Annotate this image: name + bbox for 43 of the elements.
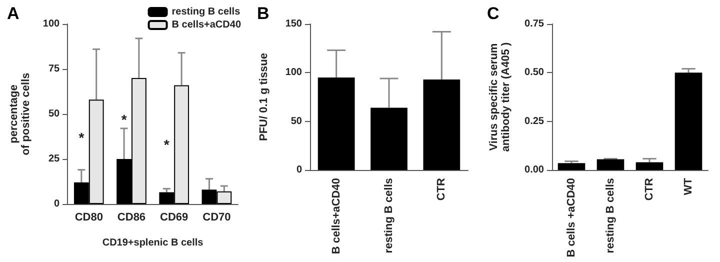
x-tick-label: CTR [644,178,656,201]
bar [370,108,408,170]
y-tick-label: 50 [48,108,60,120]
legend-label: B cells+aCD40 [172,20,242,30]
y-tick-label: 75 [48,64,60,74]
y-tick-label: 0.50 [524,67,544,78]
y-tick-label: 0 [296,164,302,176]
y-tick-label: 150 [285,18,302,30]
y-tick-label: 0.75 [524,18,544,30]
x-tick-label: CTR [436,178,448,201]
bar [423,79,460,170]
chart-title: B [257,4,270,23]
y-axis-title: percentage of positive cells [8,72,32,156]
bar [674,72,702,170]
chart-title: A [7,4,20,23]
y-tick-label: 0.00 [524,164,544,176]
y-axis-title: PFU/ 0.1 g tissue [258,52,270,142]
y-tick-label: 0 [54,198,60,210]
chart-title: C [487,4,500,23]
legend-label: resting B cells [172,6,241,18]
annotation: * [121,111,128,128]
y-tick-label: 50 [290,116,302,127]
x-axis-title: CD19+splenic B cells [102,238,204,248]
bar [318,78,355,170]
x-tick-label: CD80 [74,212,103,224]
x-tick-label: CD69 [160,212,188,224]
bar [636,162,664,170]
y-tick-label: 25 [48,154,60,164]
x-tick-label: B cells +aCD40 [566,178,578,258]
x-tick-label: CD70 [202,212,231,224]
x-tick-label: resting B cells [604,178,616,254]
annotation: * [78,129,85,146]
bar [558,163,586,170]
x-tick-label: B cells+aCD40 [330,178,342,254]
y-axis-title: Virus specific serum antibody titer (A405 ) [488,42,512,152]
x-tick-label: WT [682,178,694,196]
bar [596,159,624,170]
annotation: * [164,136,170,153]
x-tick-label: CD86 [117,212,146,224]
y-tick-label: 100 [42,18,60,30]
x-tick-label: resting B cells [383,178,395,254]
y-tick-label: 100 [285,67,302,78]
y-tick-label: 0.25 [524,116,544,127]
